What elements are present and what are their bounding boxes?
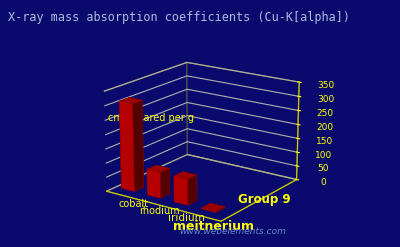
Text: cm squared per g: cm squared per g <box>108 113 194 123</box>
Text: www.webelements.com: www.webelements.com <box>179 227 286 236</box>
Text: Group 9: Group 9 <box>238 193 291 206</box>
Text: X-ray mass absorption coefficients (Cu-K[alpha]): X-ray mass absorption coefficients (Cu-K… <box>8 11 350 24</box>
